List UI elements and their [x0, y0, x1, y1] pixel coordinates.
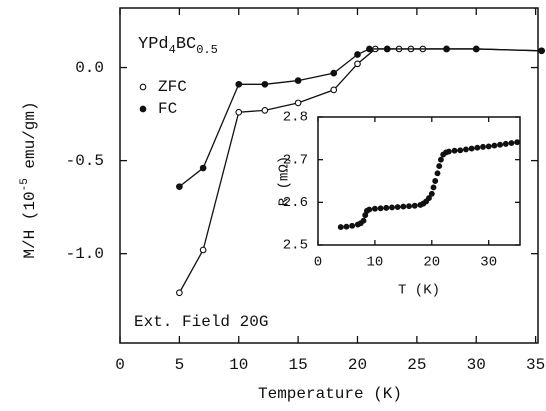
inset-marker [457, 147, 464, 154]
y-tick-label: 0.0 [75, 59, 104, 77]
inset-marker [377, 205, 384, 212]
compound-sub: 4 [169, 43, 176, 57]
marker [261, 107, 269, 114]
marker [472, 45, 480, 53]
y-label-sup: -5 [19, 178, 31, 191]
inset-marker [436, 163, 443, 170]
inset-marker [474, 144, 481, 151]
inset-marker [502, 140, 509, 147]
inset-marker [400, 203, 407, 210]
marker [235, 80, 243, 88]
marker [366, 45, 373, 53]
x-tick-label: 30 [467, 356, 486, 374]
marker [235, 108, 243, 116]
inset-marker [468, 145, 475, 152]
marker [330, 69, 338, 77]
inset-marker [343, 223, 350, 230]
inset-marker [426, 195, 432, 202]
inset-marker [430, 184, 437, 191]
inset-marker [437, 156, 444, 163]
marker [199, 164, 207, 172]
x-tick-label: 35 [526, 356, 545, 374]
inset-y-tick-label: 2.7 [283, 152, 308, 168]
marker [443, 45, 450, 53]
legend-marker [139, 105, 147, 113]
inset-marker [514, 139, 521, 146]
compound-label: YPd4BC0.5 [138, 35, 218, 57]
y-axis-label: M/H (10-5 emu/gm) [19, 101, 39, 258]
x-tick-label: 0 [115, 356, 125, 374]
inset-y-axis-label: R (mΩ) [277, 156, 293, 206]
inset-marker [462, 146, 469, 153]
inset-marker [406, 203, 412, 210]
legend-label: ZFC [158, 78, 187, 96]
inset-marker [411, 202, 418, 209]
inset-marker [383, 204, 390, 211]
inset-marker [491, 142, 498, 149]
inset-marker [371, 205, 378, 212]
marker [354, 51, 361, 58]
inset-marker [389, 204, 395, 211]
compound-part: BC [176, 35, 196, 54]
inset-marker [497, 141, 504, 148]
marker [330, 86, 338, 94]
inset-marker [445, 148, 452, 155]
compound-part: YPd [138, 35, 169, 54]
legend-label: FC [158, 100, 177, 118]
marker [199, 246, 207, 254]
x-tick-label: 20 [348, 356, 367, 374]
inset-marker [434, 170, 441, 177]
inset-y-tick-label: 2.5 [283, 238, 308, 254]
inset-marker [508, 140, 515, 146]
inset-marker [451, 147, 458, 154]
inset-x-axis-label: T (K) [398, 283, 440, 299]
y-label-rest: emu/gm) [21, 101, 39, 178]
inset-marker [360, 217, 367, 224]
y-tick-label: -0.5 [66, 152, 104, 170]
marker [176, 289, 183, 297]
inset-marker [432, 178, 439, 184]
marker [294, 77, 302, 84]
marker [176, 183, 183, 191]
inset-marker [480, 143, 486, 150]
compound-sub: 0.5 [196, 43, 218, 57]
inset-y-tick-label: 2.8 [283, 110, 308, 126]
marker [383, 45, 391, 53]
x-tick-label: 25 [407, 356, 426, 374]
inset-x-tick-label: 30 [480, 255, 497, 271]
inset-marker [337, 224, 344, 231]
marker [538, 47, 545, 55]
marker [261, 80, 269, 88]
y-tick-label: -1.0 [66, 245, 104, 263]
x-tick-label: 15 [289, 356, 308, 374]
marker [354, 60, 361, 68]
inset-x-tick-label: 20 [423, 255, 440, 271]
y-label-main: M/H (10 [21, 191, 39, 258]
x-tick-label: 10 [229, 356, 248, 374]
inset-marker [394, 204, 401, 210]
annotation: Ext. Field 20G [134, 313, 268, 331]
legend-marker [139, 83, 147, 91]
inset-marker [349, 222, 356, 229]
series-line [178, 48, 542, 188]
inset-marker [485, 143, 492, 150]
inset-marker [366, 206, 373, 213]
inset-x-tick-label: 10 [366, 255, 383, 271]
marker [294, 99, 302, 107]
x-tick-label: 5 [175, 356, 185, 374]
frame [119, 7, 539, 344]
inset-x-tick-label: 0 [314, 255, 322, 271]
inset-marker [428, 190, 435, 197]
x-axis-label: Temperature (K) [258, 385, 402, 403]
inset-y-tick-label: 2.6 [283, 195, 308, 211]
